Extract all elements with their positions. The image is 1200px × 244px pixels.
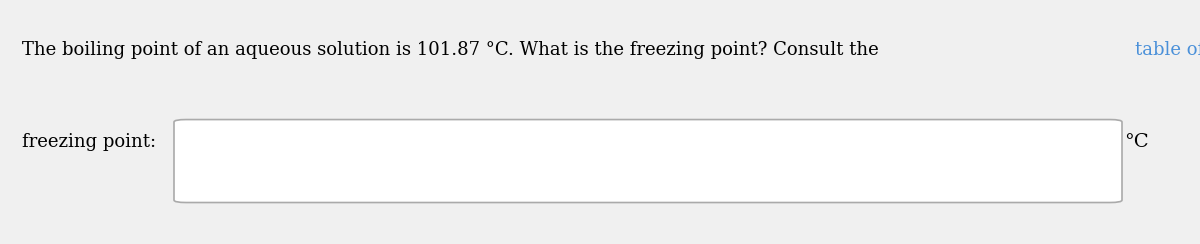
Text: table of colligative constants.: table of colligative constants. bbox=[1134, 41, 1200, 60]
Text: °C: °C bbox=[1124, 132, 1150, 151]
Text: The boiling point of an aqueous solution is 101.87 °C. What is the freezing poin: The boiling point of an aqueous solution… bbox=[22, 41, 884, 60]
Text: freezing point:: freezing point: bbox=[22, 132, 156, 151]
FancyBboxPatch shape bbox=[174, 120, 1122, 203]
